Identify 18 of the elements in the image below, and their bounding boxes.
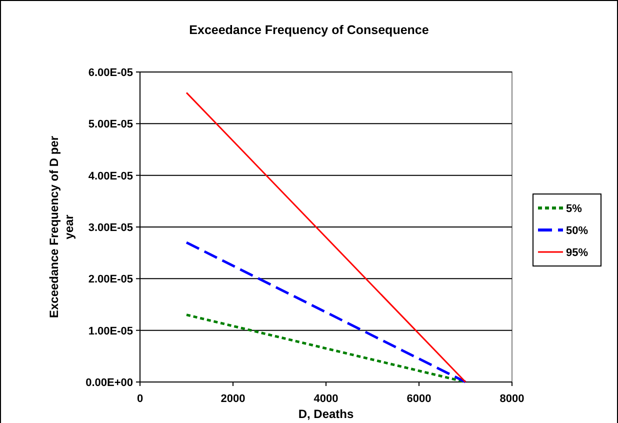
y-tick-label: 6.00E-05 <box>88 67 133 79</box>
y-tick-label: 1.00E-05 <box>88 325 133 338</box>
x-tick-label: 6000 <box>406 393 432 405</box>
legend-label: 95% <box>566 247 588 259</box>
y-tick-label: 2.00E-05 <box>88 274 133 286</box>
x-axis-title: D, Deaths <box>298 407 354 421</box>
y-tick-label: 4.00E-05 <box>88 170 133 182</box>
y-tick-label: 5.00E-05 <box>88 118 133 131</box>
y-axis-title: Exceedance Frequency of D per year <box>47 136 76 318</box>
legend-label: 5% <box>566 203 582 215</box>
y-tick-label: 3.00E-05 <box>88 222 133 234</box>
x-tick-label: 8000 <box>500 393 524 405</box>
x-tick-label: 2000 <box>220 393 246 405</box>
y-tick-label: 0.00E+00 <box>86 377 133 389</box>
chart-title: Exceedance Frequency of Consequence <box>189 23 429 37</box>
legend-label: 50% <box>566 225 588 237</box>
x-tick-label: 4000 <box>314 393 338 405</box>
x-tick-label: 0 <box>136 393 144 405</box>
